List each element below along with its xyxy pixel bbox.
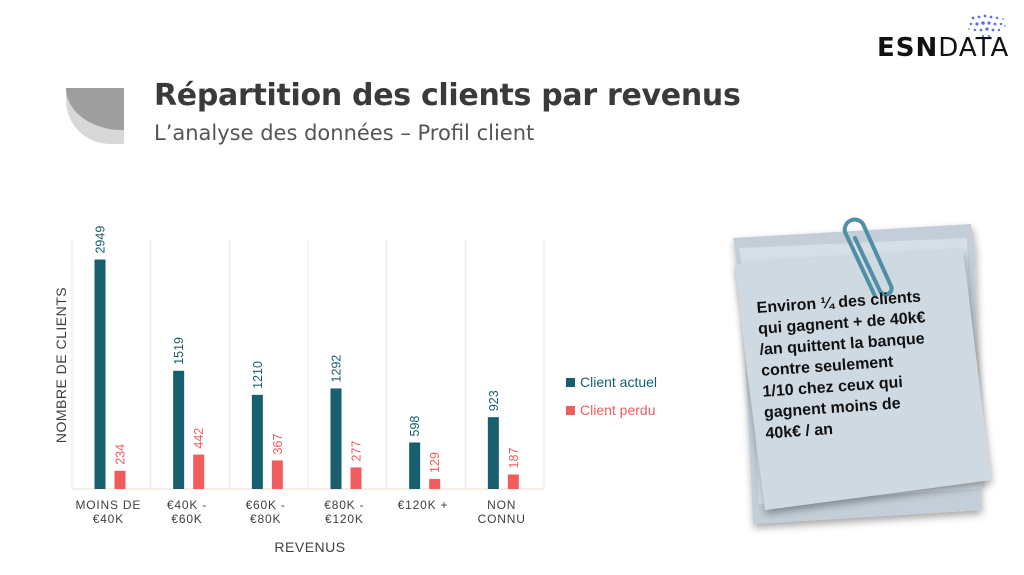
tick-label: €60K — [171, 512, 202, 526]
bar-perdu — [271, 460, 283, 489]
tick-label: MOINS DE — [75, 498, 141, 512]
page-subtitle: L’analyse des données – Profil client — [154, 121, 535, 145]
legend-swatch — [566, 406, 575, 415]
data-label: 1519 — [172, 337, 186, 365]
tick-label: NON — [487, 498, 516, 512]
legend-swatch — [566, 378, 575, 387]
data-label: 598 — [408, 416, 422, 437]
tick-label: €40K - — [167, 498, 207, 512]
note-text: Environ ¼ des clients qui gagnent + de 4… — [756, 288, 926, 443]
bar-perdu — [507, 474, 519, 489]
data-label: 187 — [507, 448, 521, 469]
revenue-chart: 2949 1519 1210 1292 598 923 234 442 367 277 129 187… — [0, 200, 700, 570]
data-label: 2949 — [94, 226, 108, 254]
tick-label: CONNU — [478, 512, 526, 526]
data-label: 277 — [350, 441, 364, 462]
data-label: 367 — [271, 434, 285, 455]
data-label: 1210 — [251, 361, 265, 389]
tick-label: €40K — [93, 512, 124, 526]
bar-perdu — [114, 470, 126, 489]
legend-label: Client perdu — [580, 402, 656, 418]
x-axis-label: REVENUS — [274, 539, 345, 555]
bar-actuel — [94, 259, 106, 489]
bar-actuel — [173, 370, 185, 489]
bar-perdu — [429, 478, 441, 489]
logo-part-2: DATA — [938, 33, 1010, 63]
corner-decoration — [66, 88, 124, 144]
y-axis-label: NOMBRE DE CLIENTS — [53, 287, 69, 443]
data-label: 129 — [428, 452, 442, 473]
bar-perdu — [350, 467, 362, 489]
logo-part-1: ESN — [877, 33, 939, 63]
data-label: 1292 — [330, 355, 344, 383]
sticky-note — [733, 217, 991, 524]
logo-dots-icon — [967, 14, 1007, 38]
bar-perdu — [193, 454, 205, 489]
bar-actuel — [409, 442, 421, 489]
paperclip-icon — [842, 217, 894, 298]
tick-label: €120K — [325, 512, 364, 526]
bar-actuel — [251, 394, 263, 489]
data-label: 923 — [487, 390, 501, 411]
bar-chart: 2949 1519 1210 1292 598 923 234 442 367 277 129 187… — [53, 226, 657, 555]
tick-label: €120K + — [398, 498, 449, 512]
data-label: 442 — [192, 428, 206, 449]
page-title: Répartition des clients par revenus — [154, 78, 741, 113]
bar-actuel — [487, 417, 499, 489]
tick-label: €60K - — [246, 498, 286, 512]
esndata-logo: ESNDATA — [877, 14, 1010, 68]
legend-label: Client actuel — [580, 374, 657, 390]
bar-actuel — [330, 388, 342, 489]
tick-label: €80K — [250, 512, 281, 526]
data-label: 234 — [114, 444, 128, 465]
tick-label: €80K - — [324, 498, 364, 512]
